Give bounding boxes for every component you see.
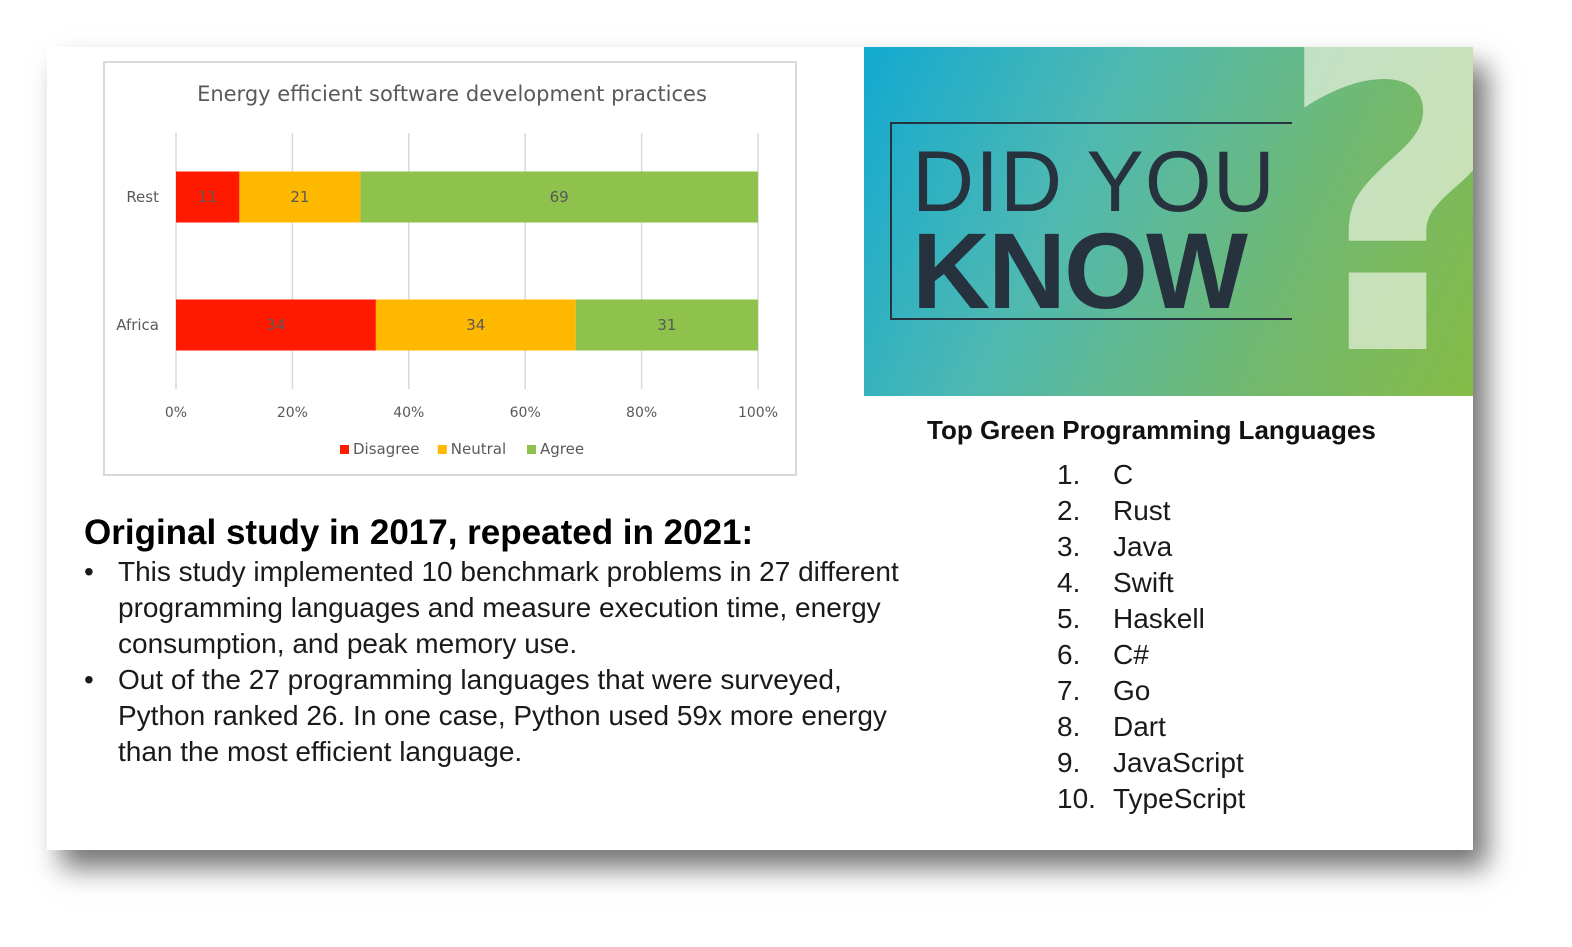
language-item: 3. Java bbox=[1057, 529, 1245, 565]
language-name: Dart bbox=[1113, 711, 1166, 742]
language-name: C bbox=[1113, 459, 1134, 490]
banner-line-1: DID YOU bbox=[912, 134, 1276, 230]
study-bullet: • Out of the 27 programming languages tha… bbox=[84, 662, 904, 770]
language-name: TypeScript bbox=[1113, 783, 1246, 814]
x-tick-label: 20% bbox=[277, 405, 308, 421]
study-bullet-list: • This study implemented 10 benchmark pro… bbox=[84, 554, 904, 770]
slide: Energy efficient software development pr… bbox=[47, 47, 1473, 850]
bar-segment bbox=[375, 299, 576, 351]
bar-segment bbox=[575, 299, 758, 351]
data-label: 31 bbox=[657, 316, 676, 334]
banner-line-2: KNOW bbox=[912, 210, 1248, 331]
language-item: 9. JavaScript bbox=[1057, 745, 1245, 781]
legend-swatch bbox=[340, 445, 349, 454]
y-category-label: Rest bbox=[126, 188, 159, 206]
language-name: JavaScript bbox=[1113, 747, 1244, 778]
bar-segment bbox=[176, 171, 240, 223]
chart-svg: Energy efficient software development pr… bbox=[116, 82, 778, 458]
language-item: 8. Dart bbox=[1057, 709, 1245, 745]
x-tick-label: 80% bbox=[626, 405, 657, 421]
x-tick-label: 0% bbox=[165, 405, 187, 421]
language-name: Java bbox=[1113, 531, 1173, 562]
legend-swatch bbox=[527, 445, 536, 454]
legend-label: Agree bbox=[540, 440, 584, 458]
language-number: 1. bbox=[1057, 459, 1081, 490]
study-bullet-text: Out of the 27 programming languages that… bbox=[118, 664, 887, 767]
languages-title: Top Green Programming Languages bbox=[927, 415, 1376, 445]
language-name: Rust bbox=[1113, 495, 1171, 526]
language-name: C# bbox=[1113, 639, 1149, 670]
data-label: 69 bbox=[550, 188, 569, 206]
bullet-dot-icon: • bbox=[84, 664, 94, 695]
language-item: 6. C# bbox=[1057, 637, 1245, 673]
x-tick-label: 100% bbox=[738, 405, 778, 421]
did-you-know-banner: ? DID YOU KNOW bbox=[864, 47, 1473, 396]
legend-label: Disagree bbox=[353, 440, 420, 458]
language-number: 2. bbox=[1057, 495, 1081, 526]
data-label: 34 bbox=[266, 316, 285, 334]
study-bullet: • This study implemented 10 benchmark pro… bbox=[84, 554, 904, 662]
x-tick-label: 40% bbox=[393, 405, 424, 421]
legend-swatch bbox=[437, 445, 447, 454]
legend-label: Neutral bbox=[451, 440, 506, 458]
banner-frame bbox=[890, 122, 1292, 320]
language-name: Go bbox=[1113, 675, 1151, 706]
language-item: 10. TypeScript bbox=[1057, 781, 1245, 817]
bar-segment bbox=[360, 171, 758, 223]
language-item: 5. Haskell bbox=[1057, 601, 1245, 637]
language-item: 4. Swift bbox=[1057, 565, 1245, 601]
language-item: 7. Go bbox=[1057, 673, 1245, 709]
language-number: 8. bbox=[1057, 711, 1081, 742]
chart-title: Energy efficient software development pr… bbox=[197, 82, 707, 106]
language-number: 6. bbox=[1057, 639, 1081, 670]
language-name: Haskell bbox=[1113, 603, 1205, 634]
energy-practices-chart: Energy efficient software development pr… bbox=[103, 61, 797, 476]
data-label: 11 bbox=[198, 188, 217, 206]
study-bullet-text: This study implemented 10 benchmark prob… bbox=[118, 556, 899, 659]
language-number: 5. bbox=[1057, 603, 1081, 634]
language-number: 10. bbox=[1057, 783, 1096, 814]
data-label: 21 bbox=[290, 188, 309, 206]
study-title: Original study in 2017, repeated in 2021… bbox=[84, 513, 754, 552]
bullet-dot-icon: • bbox=[84, 556, 94, 587]
language-number: 3. bbox=[1057, 531, 1081, 562]
x-tick-label: 60% bbox=[510, 405, 541, 421]
y-category-label: Africa bbox=[116, 316, 159, 334]
bar-segment bbox=[239, 171, 361, 223]
language-name: Swift bbox=[1113, 567, 1174, 598]
bar-segment bbox=[176, 299, 376, 351]
question-mark-icon: ? bbox=[1274, 47, 1473, 396]
language-item: 2. Rust bbox=[1057, 493, 1245, 529]
languages-list: 1. C 2. Rust 3. Java 4. Swift 5. Haskell 6. C#… bbox=[1057, 457, 1245, 817]
language-number: 9. bbox=[1057, 747, 1081, 778]
data-label: 34 bbox=[466, 316, 485, 334]
language-item: 1. C bbox=[1057, 457, 1245, 493]
language-number: 4. bbox=[1057, 567, 1081, 598]
language-number: 7. bbox=[1057, 675, 1081, 706]
